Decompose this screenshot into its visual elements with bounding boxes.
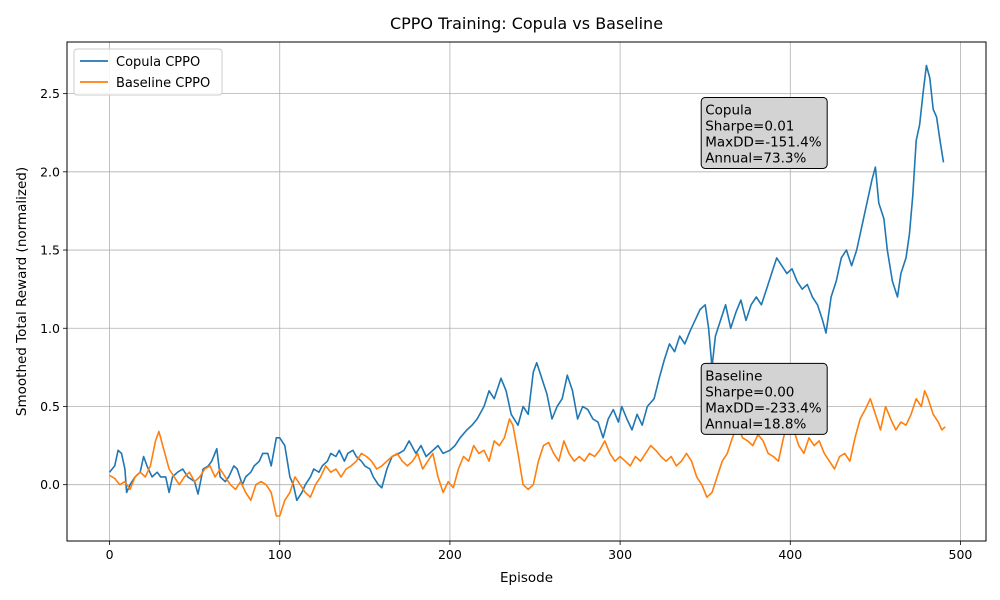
y-tick-label: 0.0 xyxy=(40,477,60,492)
y-tick-label: 0.5 xyxy=(40,399,60,414)
chart-title: CPPO Training: Copula vs Baseline xyxy=(390,14,663,33)
x-tick-label: 100 xyxy=(268,547,292,562)
x-tick-label: 200 xyxy=(438,547,462,562)
annotation-baseline: BaselineSharpe=0.00MaxDD=-233.4%Annual=1… xyxy=(700,362,828,435)
ticks: 0 100 200 300 400 500 0.0 0.5 1.0 1.5 2.0 2.5 xyxy=(40,86,972,562)
x-tick-label: 0 xyxy=(106,547,114,562)
annotation-line: Annual=73.3% xyxy=(705,150,806,166)
annotation-line: Sharpe=0.00 xyxy=(705,384,794,400)
y-axis-label: Smoothed Total Reward (normalized) xyxy=(14,167,30,416)
legend-label: Baseline CPPO xyxy=(116,76,210,91)
annotation-copula: CopulaSharpe=0.01MaxDD=-151.4%Annual=73.… xyxy=(700,96,828,169)
series-line-baseline xyxy=(109,390,946,517)
annotation-line: Baseline xyxy=(705,368,762,384)
annotation-box xyxy=(700,96,828,169)
y-tick-label: 1.0 xyxy=(40,321,60,336)
y-tick-label: 2.5 xyxy=(40,86,60,101)
annotations: CopulaSharpe=0.01MaxDD=-151.4%Annual=73.… xyxy=(700,96,828,435)
annotation-line: MaxDD=-233.4% xyxy=(705,400,822,416)
plot-frame xyxy=(66,41,987,542)
x-tick-label: 300 xyxy=(608,547,632,562)
legend: Copula CPPO Baseline CPPO xyxy=(73,48,223,96)
series-line-copula xyxy=(108,64,945,502)
annotation-box xyxy=(700,362,828,435)
x-tick-label: 400 xyxy=(778,547,802,562)
x-axis-label: Episode xyxy=(500,570,553,586)
legend-label: Copula CPPO xyxy=(116,55,200,70)
annotation-line: Annual=18.8% xyxy=(705,416,806,432)
legend-box xyxy=(73,48,223,96)
annotation-line: MaxDD=-151.4% xyxy=(705,134,822,150)
annotation-line: Sharpe=0.01 xyxy=(705,118,794,134)
y-tick-label: 2.0 xyxy=(40,164,60,179)
y-tick-label: 1.5 xyxy=(40,243,60,258)
x-tick-label: 500 xyxy=(949,547,973,562)
grid xyxy=(67,42,986,541)
annotation-line: Copula xyxy=(705,102,752,118)
series-lines xyxy=(108,64,946,517)
